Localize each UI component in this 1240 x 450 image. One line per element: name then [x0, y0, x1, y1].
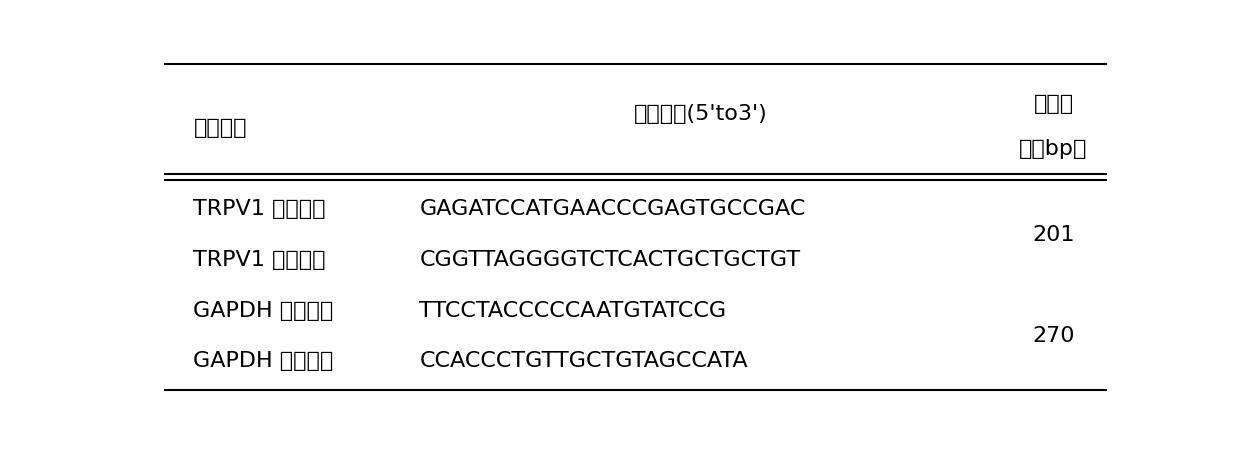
Text: 引物名称: 引物名称: [193, 118, 247, 139]
Text: GAPDH 上游引物: GAPDH 上游引物: [193, 301, 334, 321]
Text: TRPV1 下游引物: TRPV1 下游引物: [193, 250, 326, 270]
Text: TTCCTACCCCCAATGTATCCG: TTCCTACCCCCAATGTATCCG: [419, 301, 727, 321]
Text: CGGTTAGGGGTCTCACTGCTGCTGT: CGGTTAGGGGTCTCACTGCTGCTGT: [419, 250, 800, 270]
Text: CCACCCTGTTGCTGTAGCCATA: CCACCCTGTTGCTGTAGCCATA: [419, 351, 748, 371]
Text: GAPDH 下游引物: GAPDH 下游引物: [193, 351, 334, 371]
Text: 小（bp）: 小（bp）: [1019, 140, 1087, 159]
Text: 引物序列(5'to3'): 引物序列(5'to3'): [634, 104, 768, 124]
Text: GAGATCCATGAACCCGAGTGCCGAC: GAGATCCATGAACCCGAGTGCCGAC: [419, 199, 806, 219]
Text: 产物大: 产物大: [1033, 94, 1074, 114]
Text: 201: 201: [1032, 225, 1075, 245]
Text: 270: 270: [1032, 326, 1075, 346]
Text: TRPV1 上游引物: TRPV1 上游引物: [193, 199, 326, 219]
